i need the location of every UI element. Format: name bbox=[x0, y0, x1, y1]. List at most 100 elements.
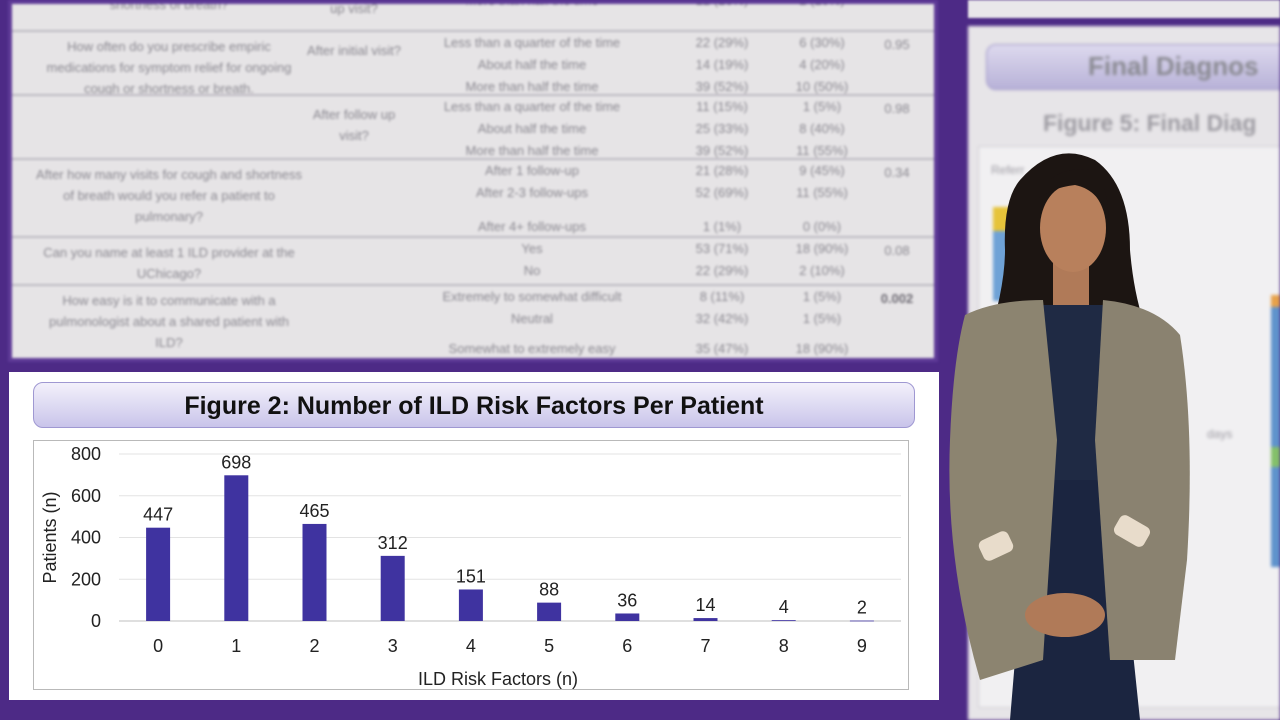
right-poster-bar-orange bbox=[1271, 295, 1280, 307]
bar bbox=[458, 589, 483, 621]
table-answer: More than half the time bbox=[465, 79, 599, 94]
table-count-group2: 2 (10%) bbox=[799, 0, 845, 8]
bar bbox=[146, 527, 171, 621]
right-poster-title: Final Diagnos bbox=[1088, 51, 1259, 81]
data-label: 36 bbox=[617, 590, 637, 610]
y-tick-label: 800 bbox=[71, 444, 101, 464]
bar bbox=[380, 555, 405, 621]
x-tick-label: 1 bbox=[231, 636, 241, 656]
data-label: 312 bbox=[378, 533, 408, 553]
table-count-group2: 9 (45%) bbox=[799, 163, 845, 178]
data-label: 14 bbox=[695, 595, 715, 615]
table-count-group1: 22 (29%) bbox=[695, 35, 749, 50]
x-tick-label: 7 bbox=[700, 636, 710, 656]
table-answer: After 2-3 follow-ups bbox=[476, 185, 588, 200]
table-question: Can you name at least 1 ILD provider at … bbox=[43, 245, 295, 281]
x-tick-label: 3 bbox=[388, 636, 398, 656]
table-count-group1: 11 (15%) bbox=[696, 99, 748, 114]
right-poster-note: days bbox=[1207, 427, 1233, 441]
table-count-group1: 52 (69%) bbox=[695, 185, 749, 200]
chart-panel: Figure 2: Number of ILD Risk Factors Per… bbox=[9, 372, 939, 700]
table-row: How easy is it to communicate with a pul… bbox=[12, 284, 934, 358]
table-count-group2: 18 (90%) bbox=[795, 341, 849, 356]
table-answer: After 4+ follow-ups bbox=[477, 219, 587, 234]
bar bbox=[849, 620, 874, 622]
table-answer: Less than a quarter of the time bbox=[443, 35, 621, 50]
right-poster-bar-blue-2 bbox=[1271, 307, 1280, 567]
table-count-group2: 4 (20%) bbox=[799, 57, 845, 72]
table-visit: After initial visit? bbox=[307, 43, 401, 58]
table-count-group1: 39 (52%) bbox=[695, 143, 749, 158]
table-count-group2: 1 (5%) bbox=[802, 99, 842, 114]
table-count-group1: 39 (52%) bbox=[695, 79, 749, 94]
table-answer: More than half the time bbox=[465, 0, 599, 8]
table-count-group2: 2 (10%) bbox=[799, 263, 845, 278]
table-answer: Neutral bbox=[511, 311, 553, 326]
data-label: 465 bbox=[299, 501, 329, 521]
table-question: After how many visits for cough and shor… bbox=[36, 167, 302, 224]
table-answer: Less than a quarter of the time bbox=[443, 99, 621, 114]
y-tick-label: 200 bbox=[71, 569, 101, 589]
right-poster-strip bbox=[968, 0, 1280, 18]
bar-chart: 0 200 400 600 800 447 0 698 1 465 2 312 3 151 4 88 5 36 6 1… bbox=[40, 444, 901, 689]
table-p-value: 0.34 bbox=[884, 165, 910, 180]
table-count-group2: 6 (30%) bbox=[799, 35, 845, 50]
table-count-group1: 22 (29%) bbox=[695, 263, 749, 278]
table-answer: No bbox=[523, 263, 541, 278]
right-poster-bar-green bbox=[1271, 447, 1280, 467]
table-count-group1: 14 (19%) bbox=[695, 57, 749, 72]
table-visit: After follow up visit? bbox=[312, 107, 396, 143]
table-p-value: 0.98 bbox=[884, 101, 910, 116]
x-tick-label: 8 bbox=[779, 636, 789, 656]
table-count-group1: 25 (33%) bbox=[695, 121, 749, 136]
bar bbox=[693, 618, 718, 621]
table-p-value: 0.95 bbox=[884, 37, 910, 52]
table-answer: Extremely to somewhat difficult bbox=[442, 289, 622, 304]
right-poster-small-label: Referr bbox=[991, 163, 1025, 177]
y-tick-label: 600 bbox=[71, 486, 101, 506]
table-answer: About half the time bbox=[477, 57, 587, 72]
x-tick-label: 0 bbox=[153, 636, 163, 656]
table-row: How often do you prescribe empiric medic… bbox=[12, 30, 934, 96]
table-count-group2: 18 (90%) bbox=[795, 241, 849, 256]
x-tick-label: 4 bbox=[466, 636, 476, 656]
table-row: After follow up visit? Less than a quarte… bbox=[12, 94, 934, 160]
bar bbox=[537, 602, 562, 621]
data-label: 88 bbox=[539, 580, 559, 600]
x-tick-label: 9 bbox=[857, 636, 867, 656]
table-question: shortness of breath? bbox=[109, 0, 229, 12]
presenter-figure bbox=[949, 153, 1190, 720]
bar bbox=[615, 613, 640, 621]
y-tick-label: 400 bbox=[71, 528, 101, 548]
table-answer: After 1 follow-up bbox=[485, 163, 579, 178]
table-row: After how many visits for cough and shor… bbox=[12, 158, 934, 238]
x-tick-label: 2 bbox=[309, 636, 319, 656]
y-tick-label: 0 bbox=[91, 611, 101, 631]
table-count-group2: 11 (55%) bbox=[796, 185, 848, 200]
bar bbox=[224, 475, 249, 621]
table-count-group1: 35 (47%) bbox=[695, 341, 749, 356]
table-count-group1: 1 (1%) bbox=[702, 219, 742, 234]
table-count-group2: 1 (5%) bbox=[802, 311, 842, 326]
table-p-value: 0.002 bbox=[880, 291, 914, 306]
chart-title: Figure 2: Number of ILD Risk Factors Per… bbox=[33, 382, 915, 428]
data-label: 2 bbox=[857, 598, 867, 618]
table-answer: More than half the time bbox=[465, 143, 599, 158]
table-answer: About half the time bbox=[477, 121, 587, 136]
table-count-group1: 12 (16%) bbox=[695, 0, 749, 8]
table-count-group1: 8 (11%) bbox=[699, 289, 745, 304]
table-question: How easy is it to communicate with a pul… bbox=[49, 293, 289, 350]
table-count-group2: 0 (0%) bbox=[802, 219, 842, 234]
x-tick-label: 6 bbox=[622, 636, 632, 656]
table-count-group1: 21 (28%) bbox=[695, 163, 749, 178]
table-row: shortness of breath? up visit? More than h… bbox=[12, 0, 934, 30]
table-count-group2: 1 (5%) bbox=[802, 289, 842, 304]
table-p-value: 0.08 bbox=[884, 243, 910, 258]
table-question: How often do you prescribe empiric medic… bbox=[46, 39, 292, 96]
table-count-group2: 10 (50%) bbox=[795, 79, 849, 94]
right-poster-figure-title: Figure 5: Final Diag bbox=[1043, 110, 1257, 136]
right-poster-title-bar bbox=[986, 44, 1280, 90]
table-count-group2: 8 (40%) bbox=[799, 121, 845, 136]
table-count-group2: 11 (55%) bbox=[796, 143, 848, 158]
background-poster-table: shortness of breath? up visit? More than h… bbox=[8, 0, 938, 362]
